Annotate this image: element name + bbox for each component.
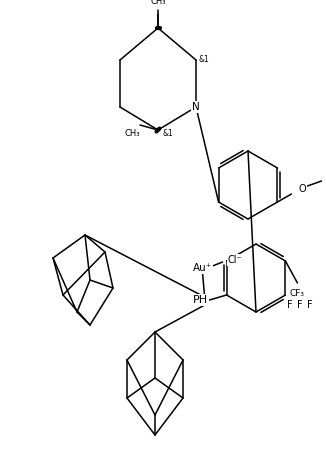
Text: O: O bbox=[299, 184, 306, 194]
Text: F: F bbox=[297, 300, 302, 310]
Text: F: F bbox=[307, 300, 312, 310]
Text: CH₃: CH₃ bbox=[124, 129, 140, 138]
Text: CF₃: CF₃ bbox=[290, 288, 305, 297]
Text: N: N bbox=[192, 102, 200, 112]
Text: CH₃: CH₃ bbox=[150, 0, 166, 7]
Text: &1: &1 bbox=[199, 56, 209, 65]
Text: Au⁺: Au⁺ bbox=[193, 263, 212, 273]
Text: F: F bbox=[287, 300, 292, 310]
Text: &1: &1 bbox=[163, 128, 173, 137]
Text: Cl⁻: Cl⁻ bbox=[227, 255, 242, 265]
Text: PH: PH bbox=[193, 295, 208, 305]
